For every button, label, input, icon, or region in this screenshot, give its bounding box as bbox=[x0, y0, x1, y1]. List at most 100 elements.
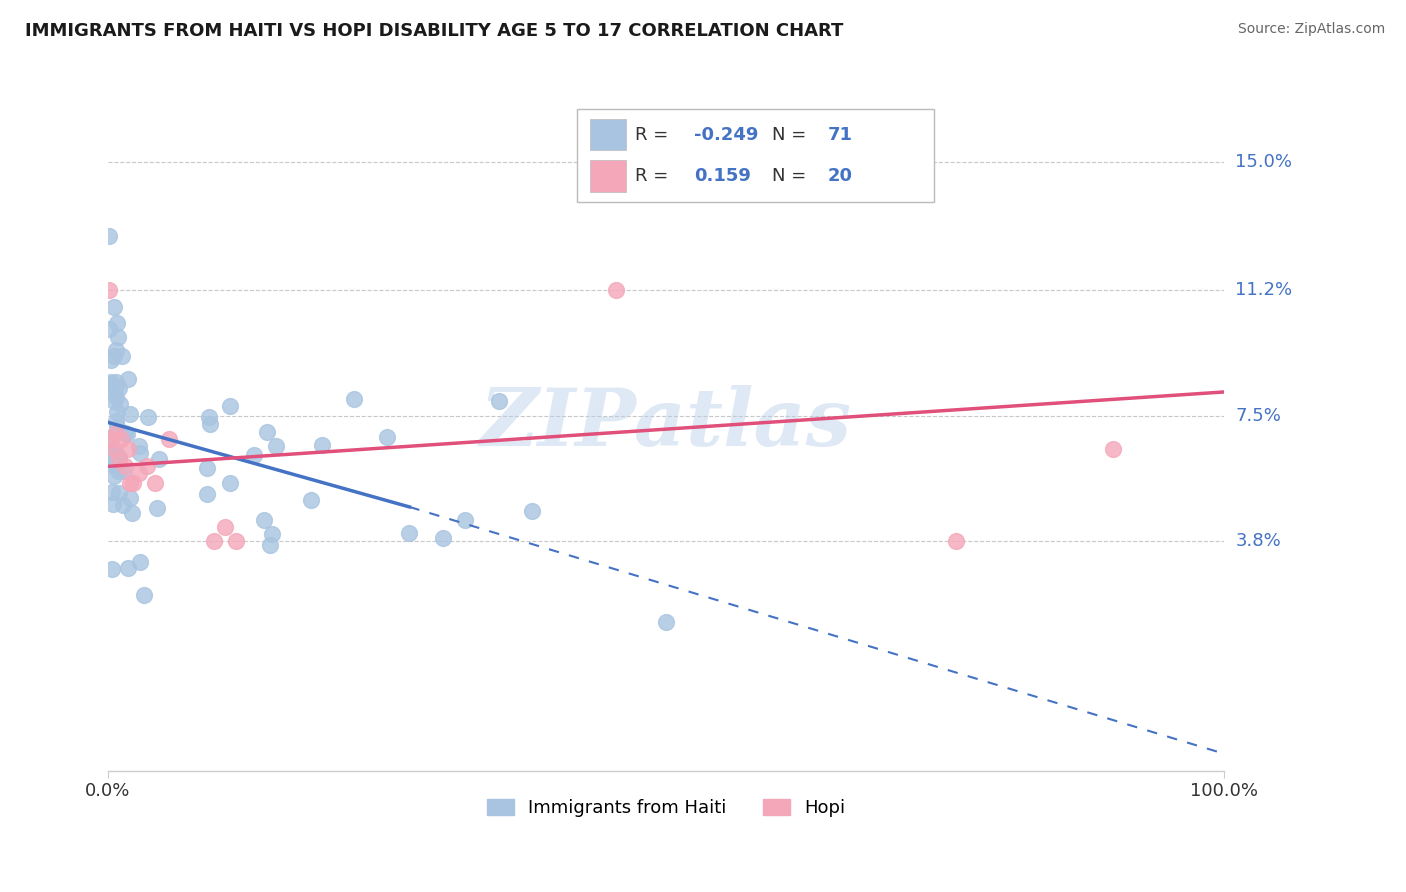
Text: 71: 71 bbox=[828, 126, 853, 144]
Text: 0.159: 0.159 bbox=[695, 167, 751, 185]
Point bbox=[195, 460, 218, 475]
Text: Source: ZipAtlas.com: Source: ZipAtlas.com bbox=[1237, 22, 1385, 37]
Point bbox=[136, 459, 159, 474]
Point bbox=[103, 349, 125, 363]
Point bbox=[103, 300, 125, 314]
Point bbox=[143, 476, 166, 491]
Text: 7.5%: 7.5% bbox=[1236, 407, 1281, 425]
Text: N =: N = bbox=[772, 126, 813, 144]
Point bbox=[129, 555, 152, 569]
Point bbox=[311, 437, 333, 451]
Point bbox=[103, 469, 125, 483]
Point bbox=[488, 393, 510, 408]
Text: 11.2%: 11.2% bbox=[1236, 282, 1292, 300]
Point bbox=[100, 352, 122, 367]
Point bbox=[103, 458, 125, 472]
Point bbox=[198, 417, 221, 431]
Point bbox=[214, 520, 236, 534]
Text: N =: N = bbox=[772, 167, 813, 185]
Text: 20: 20 bbox=[828, 167, 853, 185]
Point bbox=[105, 375, 128, 389]
Point bbox=[342, 392, 364, 407]
Point bbox=[225, 533, 247, 548]
Point bbox=[105, 405, 128, 419]
Point bbox=[259, 538, 281, 552]
Legend: Immigrants from Haiti, Hopi: Immigrants from Haiti, Hopi bbox=[479, 791, 852, 824]
Point bbox=[195, 487, 218, 501]
Point bbox=[219, 476, 242, 491]
Point bbox=[98, 229, 121, 244]
Point bbox=[120, 476, 142, 491]
Point bbox=[103, 442, 125, 457]
Point bbox=[522, 503, 544, 517]
Bar bbox=[591, 120, 626, 151]
Point bbox=[100, 450, 122, 464]
Point bbox=[375, 430, 398, 444]
Point bbox=[105, 449, 128, 463]
Point bbox=[110, 397, 132, 411]
Point bbox=[157, 432, 180, 446]
Point bbox=[98, 447, 121, 461]
Point bbox=[202, 533, 225, 548]
Point bbox=[117, 561, 139, 575]
Point bbox=[98, 431, 121, 445]
Point bbox=[655, 615, 678, 630]
Point bbox=[197, 410, 219, 425]
Point bbox=[128, 439, 150, 453]
Point bbox=[111, 464, 134, 478]
Point bbox=[136, 409, 159, 424]
Point bbox=[108, 450, 131, 465]
Point bbox=[107, 464, 129, 478]
Point bbox=[107, 330, 129, 344]
Point bbox=[100, 375, 122, 389]
Point bbox=[107, 381, 129, 395]
Text: IMMIGRANTS FROM HAITI VS HOPI DISABILITY AGE 5 TO 17 CORRELATION CHART: IMMIGRANTS FROM HAITI VS HOPI DISABILITY… bbox=[25, 22, 844, 40]
Point bbox=[121, 476, 143, 491]
Point bbox=[105, 420, 128, 434]
Point bbox=[104, 343, 127, 357]
Point bbox=[121, 506, 143, 520]
Point bbox=[111, 349, 134, 363]
Point bbox=[242, 449, 264, 463]
Point bbox=[1101, 442, 1123, 457]
Point bbox=[105, 413, 128, 427]
Text: -0.249: -0.249 bbox=[695, 126, 758, 144]
Bar bbox=[591, 161, 626, 192]
Point bbox=[129, 446, 152, 460]
Point bbox=[266, 439, 288, 453]
Text: 3.8%: 3.8% bbox=[1236, 532, 1281, 549]
Point bbox=[117, 372, 139, 386]
Point bbox=[253, 513, 276, 527]
Point bbox=[256, 425, 278, 439]
Point bbox=[105, 316, 128, 330]
Point bbox=[115, 427, 138, 442]
Point bbox=[148, 451, 170, 466]
Point bbox=[146, 501, 169, 516]
Point bbox=[112, 498, 135, 512]
Point bbox=[105, 390, 128, 404]
Point bbox=[108, 485, 131, 500]
Point bbox=[299, 492, 322, 507]
Point bbox=[114, 459, 136, 474]
Point bbox=[114, 425, 136, 440]
Point bbox=[219, 399, 242, 413]
Point bbox=[98, 377, 121, 392]
Point bbox=[945, 533, 967, 548]
Point bbox=[398, 525, 420, 540]
Point bbox=[101, 485, 124, 500]
Point bbox=[101, 497, 124, 511]
Point bbox=[110, 432, 132, 446]
Text: 15.0%: 15.0% bbox=[1236, 153, 1292, 171]
Point bbox=[260, 526, 283, 541]
Point bbox=[605, 284, 627, 298]
Point bbox=[128, 466, 150, 480]
Text: R =: R = bbox=[636, 126, 673, 144]
Point bbox=[108, 452, 131, 467]
Point bbox=[454, 513, 477, 527]
Point bbox=[120, 408, 142, 422]
Point bbox=[105, 379, 128, 393]
Point bbox=[98, 322, 121, 336]
Point bbox=[432, 531, 454, 545]
Point bbox=[132, 588, 155, 602]
Text: R =: R = bbox=[636, 167, 673, 185]
